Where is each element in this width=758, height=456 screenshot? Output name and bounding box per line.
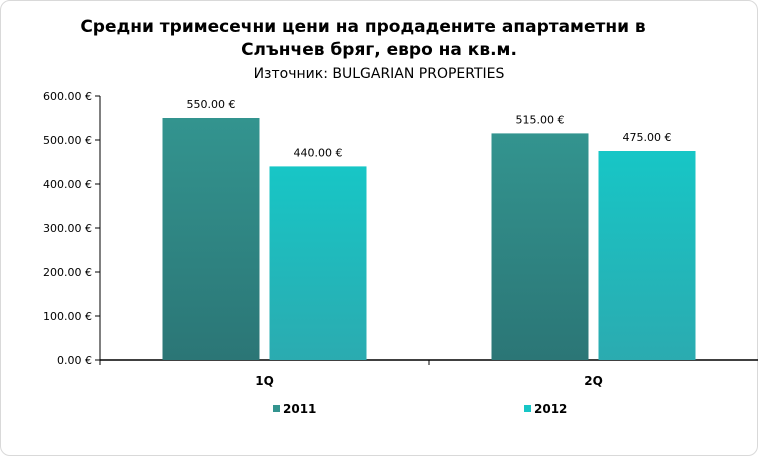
y-tick-label: 100.00 €	[43, 310, 92, 323]
legend-marker-2011	[273, 405, 280, 412]
bar-2011-1Q	[162, 118, 260, 360]
legend-label: 2011	[283, 402, 316, 416]
y-tick-label: 0.00 €	[57, 354, 92, 367]
x-tick-label: 1Q	[255, 374, 274, 388]
chart-subtitle: Източник: BULGARIAN PROPERTIES	[253, 66, 505, 82]
y-tick-label: 400.00 €	[43, 178, 92, 191]
chart-title: Средни тримесечни цени на продадените ап…	[0, 16, 758, 62]
bar-2011-2Q	[491, 133, 589, 360]
legend-label: 2012	[534, 402, 567, 416]
y-tick-label: 600.00 €	[43, 90, 92, 103]
data-label: 515.00 €	[516, 113, 565, 126]
y-tick-label: 200.00 €	[43, 266, 92, 279]
bar-2012-1Q	[269, 166, 367, 360]
x-tick-label: 2Q	[584, 374, 603, 388]
data-label: 550.00 €	[187, 98, 236, 111]
data-label: 440.00 €	[294, 146, 343, 159]
chart-title-line1: Средни тримесечни цени на продадените ап…	[80, 17, 646, 37]
y-tick-label: 500.00 €	[43, 134, 92, 147]
chart-title-line2: Слънчев бряг, евро на кв.м.	[241, 40, 517, 60]
bar-2012-2Q	[598, 151, 696, 360]
data-label: 475.00 €	[623, 131, 672, 144]
legend-marker-2012	[524, 405, 531, 412]
y-tick-label: 300.00 €	[43, 222, 92, 235]
